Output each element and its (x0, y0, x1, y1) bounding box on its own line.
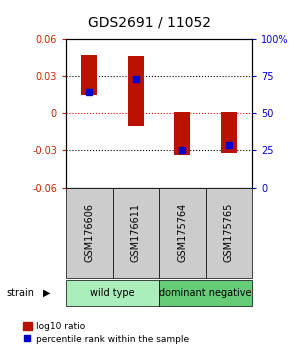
Bar (159, 188, 206, 278)
Legend: log10 ratio, percentile rank within the sample: log10 ratio, percentile rank within the … (22, 322, 189, 344)
Bar (66, 280, 159, 306)
Text: wild type: wild type (90, 288, 135, 298)
Text: GSM175764: GSM175764 (177, 203, 187, 262)
Bar (66, 188, 112, 278)
Text: ▶: ▶ (43, 288, 50, 298)
Bar (128, 56, 144, 126)
Bar (174, 112, 190, 155)
Bar (206, 188, 252, 278)
Text: strain: strain (6, 288, 34, 298)
Text: GSM176606: GSM176606 (84, 203, 94, 262)
Bar (112, 188, 159, 278)
Text: GSM175765: GSM175765 (224, 203, 234, 262)
Text: GSM176611: GSM176611 (131, 203, 141, 262)
Bar (220, 112, 237, 153)
Bar (159, 280, 252, 306)
Text: GDS2691 / 11052: GDS2691 / 11052 (88, 16, 212, 30)
Bar (81, 55, 98, 95)
Text: dominant negative: dominant negative (159, 288, 252, 298)
